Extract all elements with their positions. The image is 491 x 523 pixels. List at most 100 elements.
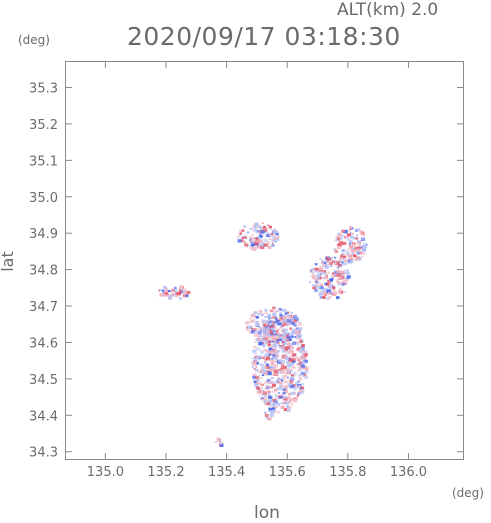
echo-pixel <box>258 355 262 358</box>
echo-pixel <box>277 340 280 342</box>
echo-pixel <box>270 229 273 231</box>
echo-pixel <box>270 385 273 388</box>
echo-pixel <box>300 348 303 351</box>
echo-pixel <box>288 349 293 353</box>
echo-pixel <box>346 252 350 255</box>
echo-pixel <box>298 347 302 350</box>
echo-pixel <box>322 296 326 299</box>
echo-pixel <box>273 343 277 347</box>
echo-pixel <box>249 246 254 250</box>
echo-pixel <box>318 292 323 296</box>
echo-pixel <box>284 371 287 374</box>
echo-pixel <box>314 289 318 292</box>
echo-pixel <box>296 319 299 322</box>
echo-pixel <box>258 234 261 236</box>
echo-pixel <box>315 281 319 285</box>
echo-pixel <box>284 374 287 378</box>
echo-pixel <box>255 357 259 361</box>
echo-pixel <box>319 283 323 287</box>
echo-pixel <box>162 291 165 294</box>
echo-pixel <box>264 338 266 340</box>
echo-pixel <box>281 315 286 319</box>
echo-pixel <box>361 256 363 258</box>
echo-pixel <box>261 386 263 389</box>
echo-pixel <box>173 294 177 297</box>
echo-pixel <box>349 232 352 234</box>
echo-pixel <box>300 386 305 390</box>
echo-pixel <box>257 389 260 392</box>
echo-pixel <box>362 244 365 247</box>
echo-pixel <box>329 281 332 284</box>
echo-pixel <box>255 230 258 233</box>
echo-pixel <box>336 296 340 300</box>
echo-pixel <box>292 353 297 357</box>
echo-pixel <box>266 338 269 340</box>
echo-pixel <box>332 272 335 275</box>
echo-pixel <box>323 263 326 266</box>
echo-pixel <box>281 318 285 321</box>
echo-pixel <box>293 392 296 394</box>
echo-pixel <box>253 345 257 349</box>
echo-pixel <box>351 232 354 235</box>
echo-pixel <box>262 335 266 339</box>
echo-pixel <box>333 256 337 259</box>
echo-pixel <box>269 235 271 237</box>
echo-pixel <box>326 257 331 261</box>
echo-pixel <box>278 334 282 338</box>
echo-pixel <box>349 257 352 260</box>
echo-pixel <box>263 349 267 352</box>
echo-pixel <box>268 359 271 362</box>
echo-pixel <box>288 393 291 396</box>
echo-pixel <box>345 271 348 273</box>
echo-pixel <box>341 285 344 287</box>
echo-pixel <box>289 333 293 336</box>
echo-pixel <box>280 325 283 328</box>
echo-pixel <box>274 349 278 353</box>
echo-pixel <box>261 321 265 324</box>
echo-pixel <box>354 237 359 240</box>
echo-pixel <box>277 395 282 398</box>
echo-pixel <box>297 392 300 395</box>
y-unit-label: (deg) <box>18 33 50 47</box>
echo-pixel <box>255 347 261 351</box>
y-tick-label: 35.3 <box>29 81 58 96</box>
echo-pixel <box>329 287 332 290</box>
echo-pixel <box>280 362 285 366</box>
echo-pixel <box>337 245 342 250</box>
echo-pixel <box>324 265 329 269</box>
echo-pixel <box>351 253 355 256</box>
echo-pixel <box>260 230 265 234</box>
echo-pixel <box>343 276 346 279</box>
echo-pixel <box>328 291 333 296</box>
echo-pixel <box>361 251 366 255</box>
echo-pixel <box>282 325 284 328</box>
echo-pixel <box>260 350 263 353</box>
echo-pixel <box>358 251 360 253</box>
echo-pixel <box>269 321 273 324</box>
echo-pixel <box>167 290 171 293</box>
echo-pixel <box>321 271 325 274</box>
echo-pixel <box>246 231 250 234</box>
echo-pixel <box>268 344 273 348</box>
echo-pixel <box>350 240 353 243</box>
echo-pixel <box>271 358 273 360</box>
echo-pixel <box>301 344 305 347</box>
echo-pixel <box>286 322 291 325</box>
echo-pixel <box>241 237 244 240</box>
echo-pixel <box>341 234 344 237</box>
echo-pixel <box>277 402 281 406</box>
echo-pixel <box>264 370 267 373</box>
echo-pixel <box>272 403 277 408</box>
echo-pixel <box>301 350 306 355</box>
echo-pixel <box>274 315 278 318</box>
echo-pixel <box>357 228 361 231</box>
echo-pixel <box>256 378 260 381</box>
echo-pixel <box>283 318 288 322</box>
echo-pixel <box>326 271 330 274</box>
echo-pixel <box>259 371 262 374</box>
echo-pixel <box>251 234 254 236</box>
echo-pixel <box>355 229 359 232</box>
echo-pixel <box>258 327 262 330</box>
echo-pixel <box>261 228 264 231</box>
echo-pixel <box>265 366 270 370</box>
